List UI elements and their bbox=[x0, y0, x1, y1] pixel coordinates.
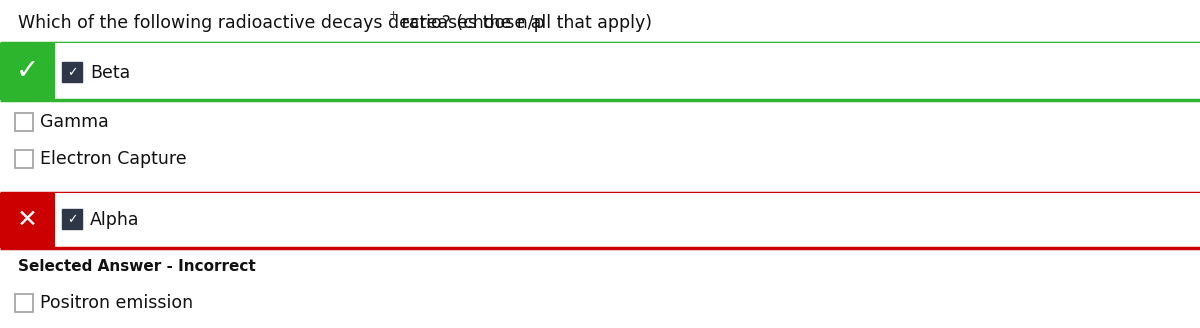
FancyBboxPatch shape bbox=[62, 209, 82, 229]
Text: Beta: Beta bbox=[90, 64, 131, 82]
Text: ratio? (choose all that apply): ratio? (choose all that apply) bbox=[396, 14, 652, 32]
FancyBboxPatch shape bbox=[62, 62, 82, 82]
Text: Gamma: Gamma bbox=[40, 113, 109, 131]
FancyBboxPatch shape bbox=[14, 150, 34, 168]
Text: +: + bbox=[389, 10, 398, 20]
Text: ✓: ✓ bbox=[67, 214, 77, 227]
Text: Positron emission: Positron emission bbox=[40, 294, 193, 312]
Text: Selected Answer - Incorrect: Selected Answer - Incorrect bbox=[18, 259, 256, 274]
Bar bbox=[0, 43, 55, 100]
FancyBboxPatch shape bbox=[14, 113, 34, 131]
Text: Electron Capture: Electron Capture bbox=[40, 150, 187, 168]
Text: Alpha: Alpha bbox=[90, 211, 139, 229]
Text: ✕: ✕ bbox=[17, 208, 37, 232]
Bar bbox=[0, 193, 55, 248]
FancyBboxPatch shape bbox=[14, 294, 34, 312]
Bar bbox=[55, 43, 1200, 100]
Text: Which of the following radioactive decays decreases the n/p: Which of the following radioactive decay… bbox=[18, 14, 545, 32]
Text: ✓: ✓ bbox=[16, 57, 38, 85]
Bar bbox=[55, 193, 1200, 248]
Text: ✓: ✓ bbox=[67, 67, 77, 79]
